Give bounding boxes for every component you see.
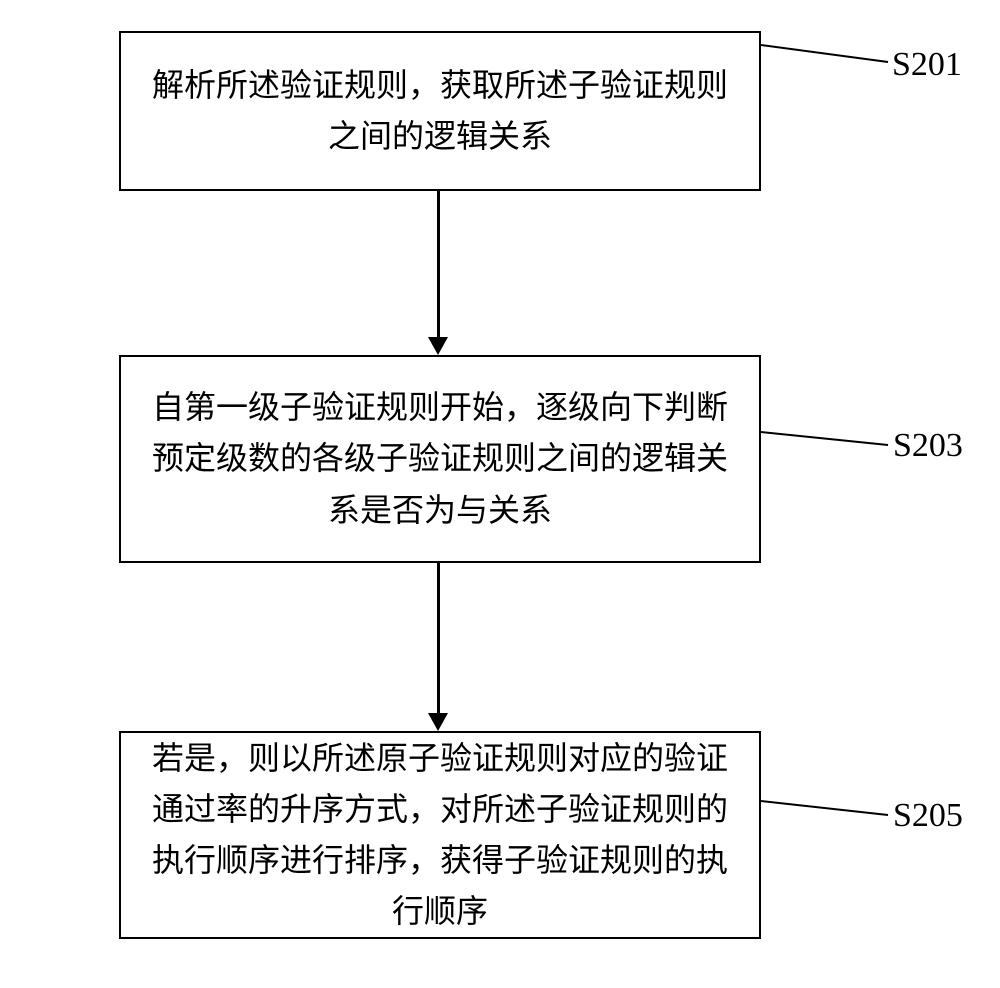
flowchart-box-3: 若是，则以所述原子验证规则对应的验证通过率的升序方式，对所述子验证规则的执行顺序… [119,731,761,939]
flowchart-box-2-text: 自第一级子验证规则开始，逐级向下判断预定级数的各级子验证规则之间的逻辑关系是否为… [151,382,729,536]
flowchart-box-1: 解析所述验证规则，获取所述子验证规则之间的逻辑关系 [119,31,761,191]
step-label-1: S201 [892,46,962,84]
arrow-2-head [428,713,448,731]
flowchart-box-3-text: 若是，则以所述原子验证规则对应的验证通过率的升序方式，对所述子验证规则的执行顺序… [151,733,729,938]
arrow-1-line [437,191,440,337]
arrow-1-head [428,337,448,355]
flowchart-box-1-text: 解析所述验证规则，获取所述子验证规则之间的逻辑关系 [151,60,729,162]
flowchart-box-2: 自第一级子验证规则开始，逐级向下判断预定级数的各级子验证规则之间的逻辑关系是否为… [119,355,761,563]
flowchart-container: 解析所述验证规则，获取所述子验证规则之间的逻辑关系 S201 自第一级子验证规则… [0,0,1000,988]
arrow-2-line [437,563,440,713]
step-label-3: S205 [893,797,963,835]
step-label-2: S203 [893,427,963,465]
